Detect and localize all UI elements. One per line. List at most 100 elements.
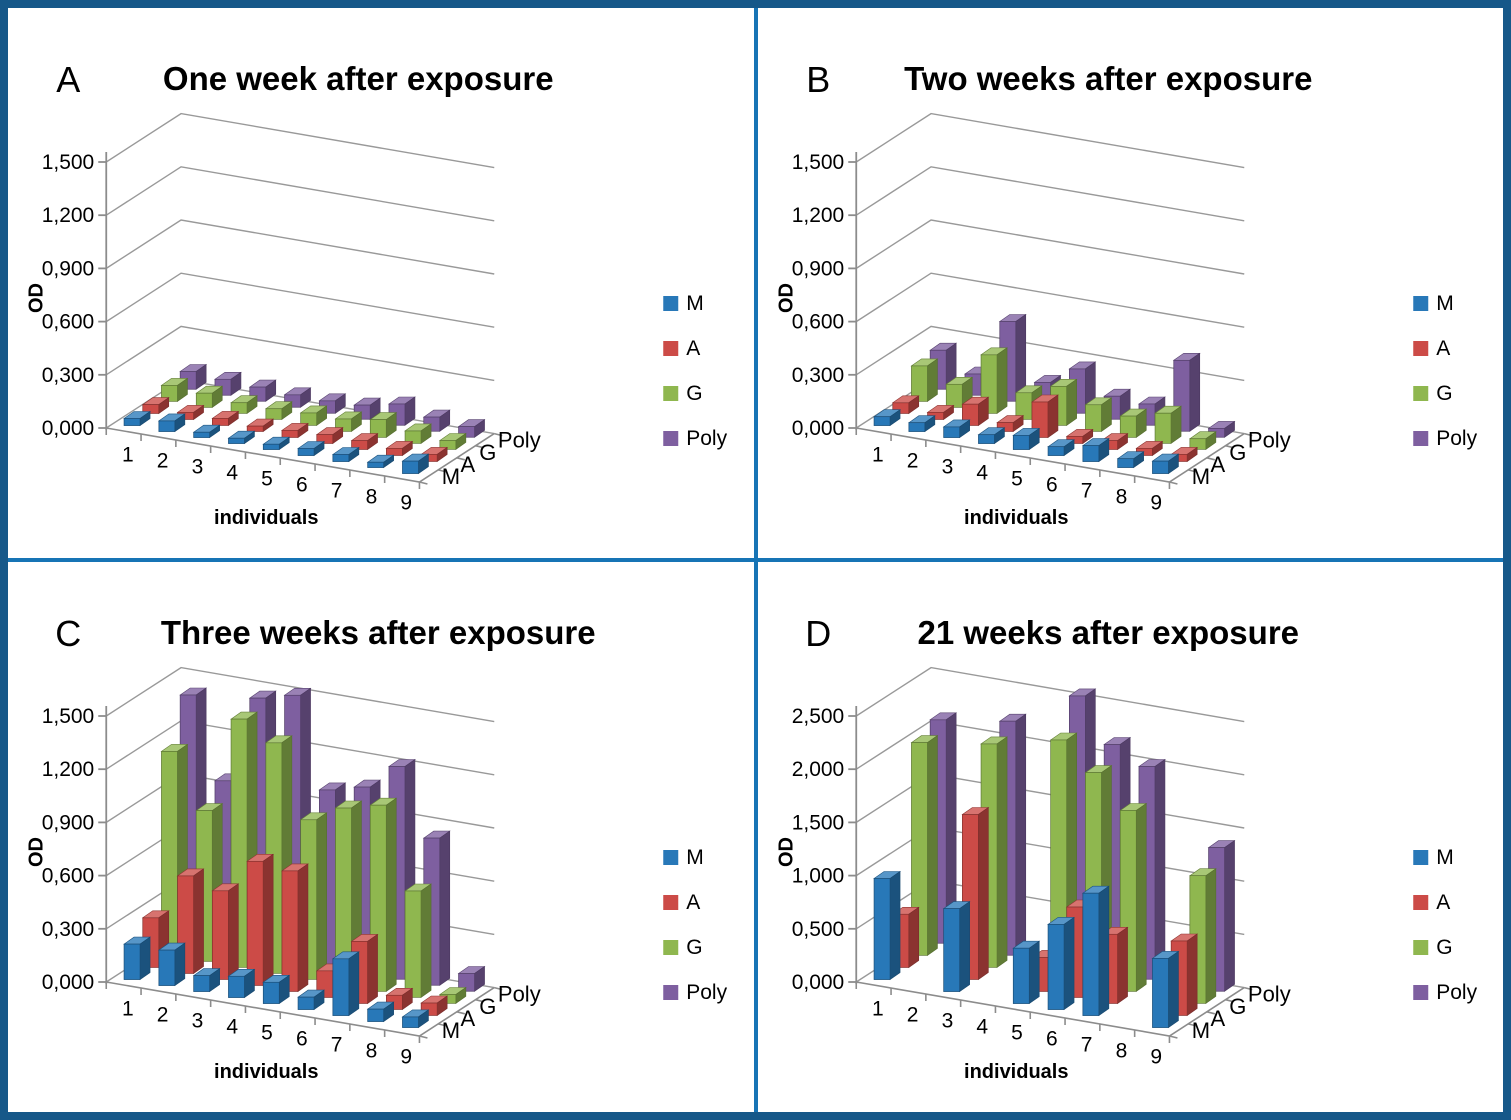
legend-swatch-poly	[1412, 985, 1428, 1000]
gridline	[105, 325, 495, 382]
bar-A-M-5	[262, 436, 291, 451]
bar-front	[297, 996, 315, 1010]
legend-b: M A G Poly	[1412, 292, 1477, 450]
y-tick-label: 0,500	[791, 918, 844, 941]
y-tick-label: 0,000	[42, 417, 95, 440]
bar-front	[945, 383, 963, 408]
bar-front	[1116, 458, 1134, 468]
bar-A-Poly-3	[248, 379, 277, 402]
bar-B-A-9	[1169, 446, 1198, 463]
x-tick-label: 6	[296, 1028, 308, 1051]
legend-label-poly: Poly	[1436, 981, 1477, 1004]
bar-front	[996, 422, 1014, 432]
y-tick-label: 0,300	[42, 364, 95, 387]
bar-side	[1188, 352, 1200, 432]
bar-B-M-2	[907, 415, 936, 433]
gridline	[105, 272, 495, 328]
legend-label-a: A	[686, 891, 700, 914]
bar-C-M-6	[297, 989, 326, 1011]
value-axis: 0,000 0,500 1,000 1,500 2,000 2,500	[791, 705, 857, 994]
bar-D-G-1	[909, 735, 938, 956]
bar-front	[265, 408, 283, 420]
depth-tick	[1206, 457, 1215, 461]
chart-title-b: Two weeks after exposure	[904, 60, 1312, 97]
bar-D-M-9	[1150, 950, 1179, 1029]
value-axis: 0,000 0,300 0,600 0,900 1,200 1,500	[42, 151, 108, 440]
depth-tick	[437, 1023, 447, 1027]
x-tick-label: 3	[941, 1010, 953, 1033]
legend-label-a: A	[1436, 891, 1450, 914]
gridline	[855, 219, 1244, 275]
bar-front	[367, 1008, 385, 1022]
legend-swatch-a	[1412, 895, 1428, 910]
depth-tick	[1224, 998, 1234, 1003]
bar-A-Poly-4	[283, 387, 312, 408]
bar-B-G-7	[1118, 408, 1147, 438]
bar-A-M-8	[366, 454, 395, 469]
bar-side	[996, 736, 1007, 968]
bar-A-G-3	[230, 395, 259, 414]
bar-side	[926, 735, 938, 956]
bar-front	[910, 365, 928, 402]
legend-label-a: A	[686, 337, 700, 360]
x-tick-label: 2	[157, 1004, 169, 1027]
depth-tick	[494, 986, 503, 991]
y-tick-label: 2,000	[791, 758, 844, 781]
bar-front	[123, 418, 141, 426]
y-tick-label: 0,000	[42, 971, 95, 994]
x-tick-label: 4	[226, 462, 238, 485]
bar-B-G-6	[1083, 397, 1112, 432]
x-tick-label: 5	[261, 1022, 273, 1045]
bar-side	[1167, 950, 1179, 1029]
bar-A-M-7	[331, 446, 360, 463]
legend-a: M A G Poly	[663, 292, 728, 450]
bar-C-M-4	[227, 968, 256, 999]
x-tick-label: 2	[906, 1004, 918, 1027]
y-tick-label: 1,000	[791, 865, 844, 888]
bar-side	[316, 812, 327, 980]
gridline	[855, 112, 1244, 169]
bar-front	[1084, 404, 1102, 432]
gridline	[105, 219, 495, 275]
legend-label-g: G	[1436, 936, 1452, 959]
depth-axis-label: Poly	[1247, 428, 1290, 453]
bar-front	[193, 975, 211, 992]
bar-front	[297, 448, 315, 456]
bar-front	[230, 402, 248, 414]
bar-C-A-4	[246, 853, 275, 987]
x-tick-label: 2	[157, 450, 169, 473]
bar-B-G-1	[909, 358, 938, 402]
bar-front	[977, 434, 995, 444]
y-axis-title-d: OD	[775, 837, 797, 867]
x-axis-title-c: individuals	[214, 1061, 318, 1083]
bar-C-G-8	[404, 883, 433, 998]
depth-axis-label: M	[442, 1018, 460, 1043]
bar-C-A-3	[211, 883, 240, 981]
bar-side	[420, 883, 432, 998]
bars	[123, 687, 486, 1029]
bar-front	[1047, 924, 1064, 1010]
bar-B-M-5	[1011, 427, 1040, 451]
legend-c: M A G Poly	[663, 846, 728, 1004]
depth-tick	[475, 998, 484, 1003]
bar-side	[193, 868, 204, 975]
depth-axis-label: G	[479, 440, 496, 465]
x-tick-label: 8	[1115, 486, 1127, 509]
bar-side	[977, 806, 989, 981]
x-tick-label: 9	[400, 1046, 412, 1069]
bar-front	[1154, 412, 1171, 444]
bar-front	[1151, 958, 1169, 1028]
bar-B-M-7	[1081, 438, 1110, 463]
bar-front	[316, 434, 334, 444]
bar-C-A-5	[280, 863, 309, 993]
depth-axis-label: M	[1191, 464, 1209, 489]
panel-letter-b: B	[806, 59, 830, 100]
bar-front	[1189, 438, 1206, 450]
bar-A-A-6	[315, 427, 344, 445]
y-tick-label: 0,000	[791, 417, 844, 440]
x-tick-label: 2	[906, 450, 918, 473]
